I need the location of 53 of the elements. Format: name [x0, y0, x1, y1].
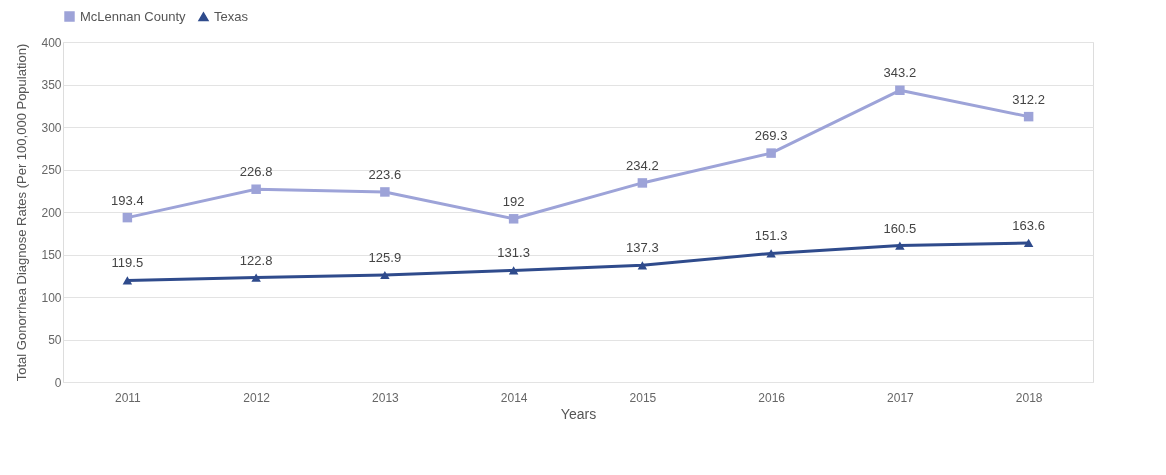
data-label: 131.3 [497, 245, 530, 261]
point [637, 178, 648, 188]
data-label: 137.3 [626, 240, 659, 256]
y-tick-label: 50 [48, 333, 62, 347]
point [1023, 111, 1034, 122]
data-label: 125.9 [368, 249, 402, 265]
data-label: 269.3 [754, 128, 788, 144]
x-tick-label: 2016 [758, 390, 786, 405]
legend-label: Texas [214, 8, 249, 24]
data-label: 163.6 [1012, 217, 1045, 233]
data-label: 122.8 [239, 252, 273, 268]
data-label: 234.2 [626, 157, 659, 173]
point [508, 214, 519, 224]
x-tick-label: 2012 [243, 390, 271, 405]
x-tick-label: 2014 [500, 390, 528, 405]
y-tick-label: 300 [41, 120, 62, 135]
legend-label: McLennan County [80, 8, 187, 24]
data-label: 223.6 [368, 166, 402, 182]
data-label: 193.4 [111, 192, 144, 208]
data-label: 160.5 [883, 220, 917, 236]
point [637, 261, 648, 270]
point [895, 85, 905, 96]
x-tick-label: 2018 [1015, 390, 1043, 405]
y-tick-label: 0 [54, 375, 62, 390]
point [380, 187, 390, 197]
x-tick-label: 2011 [114, 390, 142, 405]
point [122, 276, 133, 285]
point [251, 184, 261, 194]
y-tick-label: 200 [41, 205, 62, 220]
point [895, 241, 905, 250]
point [122, 212, 133, 223]
point [380, 270, 390, 280]
x-axis-title: Years [560, 405, 597, 422]
data-label: 119.5 [111, 255, 144, 271]
data-label: 151.3 [754, 228, 788, 244]
point [1023, 238, 1034, 248]
data-label: 192 [502, 193, 525, 209]
data-label: 226.8 [239, 164, 273, 180]
y-tick-label: 150 [41, 248, 62, 262]
y-tick-label: 350 [41, 78, 62, 92]
y-axis-title: Total Gonorrhea Diagnose Rates (Per 100,000 Population) [14, 43, 30, 382]
point [251, 273, 261, 282]
point [766, 249, 776, 258]
data-label: 312.2 [1012, 91, 1045, 107]
x-tick-label: 2015 [629, 390, 657, 405]
point [766, 148, 776, 158]
y-tick-label: 400 [41, 35, 62, 50]
x-tick-label: 2017 [887, 390, 915, 405]
point [508, 266, 519, 275]
y-tick-label: 100 [41, 290, 62, 305]
x-tick-label: 2013 [372, 390, 400, 405]
data-label: 343.2 [883, 65, 917, 81]
y-tick-label: 250 [41, 163, 62, 177]
